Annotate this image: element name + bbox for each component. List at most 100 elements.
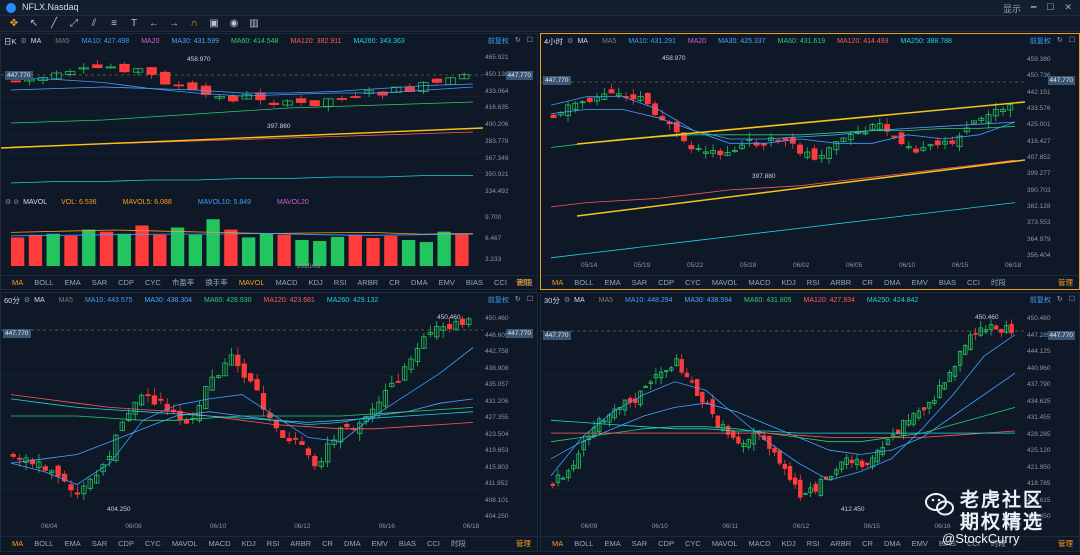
lock-icon[interactable]: ▣: [209, 18, 219, 29]
tab-cci[interactable]: CCI: [967, 539, 980, 548]
tab-cci[interactable]: CCI: [967, 278, 980, 287]
tab-rsi[interactable]: RSI: [806, 539, 820, 548]
tab-sar[interactable]: SAR: [91, 278, 108, 287]
tab-mavol[interactable]: MAVOL: [171, 539, 198, 548]
tab-cr[interactable]: CR: [862, 278, 873, 287]
tab-sar[interactable]: SAR: [91, 539, 108, 548]
tab-macd[interactable]: MACD: [748, 539, 771, 548]
manage-button[interactable]: 管理: [1058, 539, 1073, 548]
tab-cci[interactable]: CCI: [494, 278, 507, 287]
tab-rsi[interactable]: RSI: [266, 539, 280, 548]
adjust-toggle[interactable]: 前复权: [487, 297, 509, 304]
tab-cyc[interactable]: CYC: [144, 278, 161, 287]
tab-emv[interactable]: EMV: [911, 539, 928, 548]
tab-时段[interactable]: 时段: [990, 278, 1006, 287]
tab-ema[interactable]: EMA: [64, 539, 81, 548]
tab-mavol[interactable]: MAVOL: [711, 278, 738, 287]
refresh-icon[interactable]: ↻: [514, 296, 521, 303]
tab-emv[interactable]: EMV: [438, 278, 455, 287]
tab-dma[interactable]: DMA: [343, 539, 361, 548]
tab-rsi[interactable]: RSI: [333, 278, 347, 287]
indicator-label[interactable]: MA: [574, 296, 585, 304]
tab-ma[interactable]: MA: [12, 278, 24, 287]
minimize-icon[interactable]: ━: [1030, 2, 1037, 12]
text-icon[interactable]: T: [130, 18, 138, 29]
indicator-label[interactable]: MA: [577, 37, 588, 45]
back-icon[interactable]: ←: [149, 18, 159, 29]
tab-kdj[interactable]: KDJ: [781, 278, 796, 287]
tab-cdp[interactable]: CDP: [118, 278, 134, 287]
tab-cr[interactable]: CR: [322, 539, 333, 548]
period-label[interactable]: 4小时: [544, 36, 564, 46]
manage-button[interactable]: 管理: [1058, 278, 1073, 287]
tab-emv[interactable]: EMV: [911, 278, 928, 287]
crosshair-icon[interactable]: ✥: [9, 18, 19, 29]
adjust-toggle[interactable]: 前复权: [1029, 38, 1051, 45]
indicator-label[interactable]: MA: [30, 37, 42, 45]
tab-cyc[interactable]: CYC: [684, 278, 701, 287]
tab-boll[interactable]: BOLL: [574, 278, 594, 287]
maximize-icon[interactable]: ☐: [1046, 2, 1055, 12]
tab-boll[interactable]: BOLL: [574, 539, 594, 548]
tab-cyc[interactable]: CYC: [144, 539, 161, 548]
tab-cyc[interactable]: CYC: [684, 539, 701, 548]
tab-bias[interactable]: BIAS: [938, 278, 957, 287]
tab-dma[interactable]: DMA: [410, 278, 428, 287]
trend-icon[interactable]: ⤢: [70, 18, 78, 29]
panel-30m[interactable]: 30分 ⚙ MA MA5 MA10: 448.294 MA30: 438.594…: [540, 292, 1080, 552]
tab-rsi[interactable]: RSI: [806, 278, 820, 287]
close-icon[interactable]: ✕: [1064, 2, 1072, 12]
tab-时段[interactable]: 时段: [450, 539, 466, 548]
tab-换手率[interactable]: 换手率: [205, 278, 228, 287]
tab-bias[interactable]: BIAS: [938, 539, 957, 548]
tab-cdp[interactable]: CDP: [658, 539, 674, 548]
indicator-label[interactable]: MA: [34, 296, 45, 304]
settings-icon[interactable]: ⚙: [20, 38, 27, 45]
period-label[interactable]: 60分: [4, 295, 20, 305]
tab-bias[interactable]: BIAS: [465, 278, 484, 287]
tab-ema[interactable]: EMA: [604, 539, 621, 548]
tab-sar[interactable]: SAR: [631, 278, 648, 287]
volume-settings-icon[interactable]: ⚙ ⊘: [5, 199, 20, 206]
tab-macd[interactable]: MACD: [748, 278, 771, 287]
tab-kdj[interactable]: KDJ: [308, 278, 323, 287]
settings-icon[interactable]: ⚙: [23, 297, 31, 304]
tab-ma[interactable]: MA: [12, 539, 24, 548]
maximize-panel-icon[interactable]: ☐: [526, 296, 533, 303]
tab-arbr[interactable]: ARBR: [290, 539, 312, 548]
fib-icon[interactable]: ≡: [111, 18, 117, 29]
tab-cdp[interactable]: CDP: [658, 278, 674, 287]
panel-daily[interactable]: 日K ⚙ MA MA5 MA10: 427.498 MA20 MA30: 431…: [0, 33, 538, 290]
tab-dma[interactable]: DMA: [883, 278, 901, 287]
tab-arbr[interactable]: ARBR: [830, 278, 852, 287]
tab-boll[interactable]: BOLL: [34, 278, 54, 287]
daily-candles-chart[interactable]: [1, 48, 483, 198]
tab-macd[interactable]: MACD: [208, 539, 231, 548]
manage-button[interactable]: 管理: [516, 539, 531, 548]
maximize-panel-icon[interactable]: ☐: [526, 37, 533, 44]
period-label[interactable]: 日K: [4, 36, 17, 46]
trash-icon[interactable]: ▥: [249, 18, 259, 29]
adjust-toggle[interactable]: 前复权: [1029, 297, 1051, 304]
h4-candles-chart[interactable]: [541, 50, 1025, 262]
maximize-panel-icon[interactable]: ☐: [1068, 37, 1075, 44]
tab-时段[interactable]: 时段: [517, 278, 533, 287]
refresh-icon[interactable]: ↻: [1056, 37, 1063, 44]
tab-时段[interactable]: 时段: [990, 539, 1006, 548]
refresh-icon[interactable]: ↻: [514, 37, 521, 44]
settings-icon[interactable]: ⚙: [567, 38, 574, 45]
period-label[interactable]: 30分: [544, 295, 560, 305]
tab-市盈率[interactable]: 市盈率: [171, 278, 195, 287]
tab-mavol[interactable]: MAVOL: [711, 539, 738, 548]
manage-button[interactable]: 管理: [516, 278, 531, 287]
tab-bias[interactable]: BIAS: [398, 539, 417, 548]
volume-indicator-label[interactable]: MAVOL: [23, 198, 48, 206]
tab-cdp[interactable]: CDP: [118, 539, 134, 548]
tab-kdj[interactable]: KDJ: [241, 539, 256, 548]
refresh-icon[interactable]: ↻: [1056, 296, 1063, 303]
tab-mavol[interactable]: MAVOL: [238, 278, 265, 287]
settings-icon[interactable]: ⚙: [563, 297, 571, 304]
panel-4h[interactable]: 4小时 ⚙ MA MA5 MA10: 431.291 MA20 MA30: 42…: [540, 33, 1080, 290]
volume-chart[interactable]: [1, 208, 483, 266]
tab-emv[interactable]: EMV: [371, 539, 388, 548]
